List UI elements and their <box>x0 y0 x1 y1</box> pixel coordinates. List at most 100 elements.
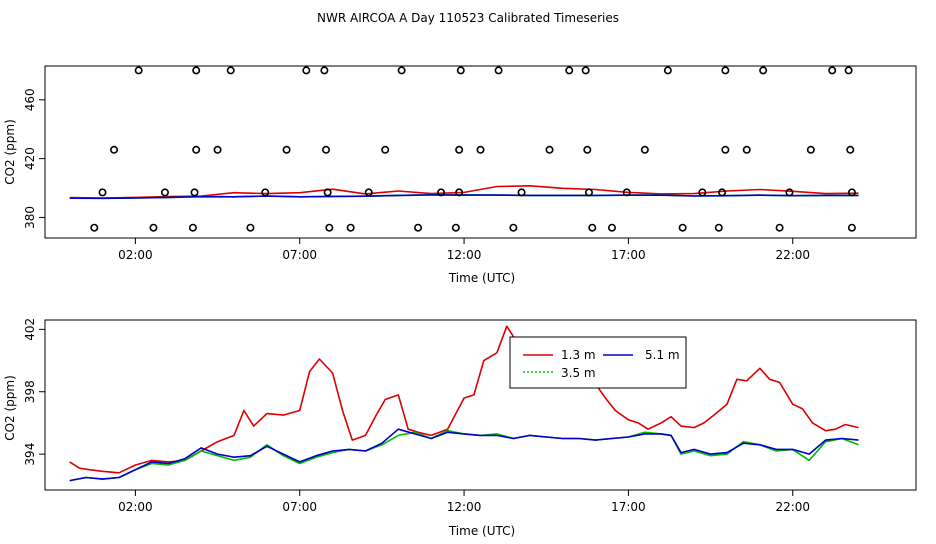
calibration-point <box>663 66 672 75</box>
calibration-point <box>640 145 649 154</box>
calibration-point <box>98 188 107 197</box>
y-axis: 380 420 460 <box>23 88 45 229</box>
calibration-point <box>742 145 751 154</box>
calibration-point <box>545 145 554 154</box>
calibration-point <box>828 66 837 75</box>
calibration-point <box>456 66 465 75</box>
calibration-point <box>320 66 329 75</box>
y-tick-label: 380 <box>23 206 37 229</box>
calibration-point <box>110 145 119 154</box>
calibration-point <box>584 188 593 197</box>
calibration-point <box>698 188 707 197</box>
calibration-point <box>134 66 143 75</box>
y-tick-label: 420 <box>23 147 37 170</box>
legend-label-1-3m: 1.3 m <box>561 348 596 362</box>
x-axis-label: Time (UTC) <box>448 271 515 285</box>
x-tick-label: 02:00 <box>118 248 153 262</box>
x-tick-label: 17:00 <box>611 500 646 514</box>
calibration-point <box>455 145 464 154</box>
calibration-point <box>226 66 235 75</box>
legend-label-5-1m: 5.1 m <box>645 348 680 362</box>
x-tick-label: 07:00 <box>282 500 317 514</box>
calibration-point <box>282 145 291 154</box>
y-tick-label: 398 <box>23 380 37 403</box>
calibration-point <box>806 145 815 154</box>
plot-frame <box>44 65 917 239</box>
calibration-point <box>678 223 687 232</box>
legend: 1.3 m 5.1 m 3.5 m <box>509 336 687 389</box>
calibration-point <box>509 223 518 232</box>
x-tick-label: 12:00 <box>447 248 482 262</box>
calibration-point <box>246 223 255 232</box>
chart-title: NWR AIRCOA A Day 110523 Calibrated Times… <box>317 11 619 25</box>
y-axis: 394 398 402 <box>23 318 45 466</box>
calibration-point <box>451 223 460 232</box>
x-tick-label: 02:00 <box>118 500 153 514</box>
panel-zoomed: 02:00 07:00 12:00 17:00 22:00 394 398 402 Time… <box>3 318 917 538</box>
calibration-point <box>847 188 856 197</box>
calibration-point <box>517 188 526 197</box>
calibration-point <box>364 188 373 197</box>
calibration-point <box>494 66 503 75</box>
calibration-point <box>714 223 723 232</box>
calibration-point <box>192 145 201 154</box>
calibration-point <box>323 188 332 197</box>
y-tick-label: 460 <box>23 88 37 111</box>
calibration-point <box>437 188 446 197</box>
legend-box <box>509 336 687 389</box>
x-tick-label: 07:00 <box>282 248 317 262</box>
x-tick-label: 22:00 <box>775 248 810 262</box>
calibration-point <box>302 66 311 75</box>
calibration-points <box>90 66 856 232</box>
calibration-point <box>346 223 355 232</box>
calibration-point <box>414 223 423 232</box>
calibration-point <box>565 66 574 75</box>
calibration-point <box>476 145 485 154</box>
calibration-point <box>192 66 201 75</box>
calibration-point <box>721 66 730 75</box>
x-axis-label: Time (UTC) <box>448 524 515 538</box>
series-line-1-3-m <box>69 325 859 474</box>
calibration-point <box>213 145 222 154</box>
calibration-point <box>325 223 334 232</box>
calibration-point <box>581 66 590 75</box>
calibration-point <box>322 145 331 154</box>
calibration-point <box>846 145 855 154</box>
calibration-point <box>759 66 768 75</box>
calibration-point <box>381 145 390 154</box>
calibration-point <box>775 223 784 232</box>
x-axis: 02:00 07:00 12:00 17:00 22:00 <box>118 238 810 262</box>
calibration-point <box>847 223 856 232</box>
legend-label-3-5m: 3.5 m <box>561 366 596 380</box>
x-tick-label: 12:00 <box>447 500 482 514</box>
calibration-point <box>588 223 597 232</box>
calibration-point <box>149 223 158 232</box>
x-tick-label: 22:00 <box>775 500 810 514</box>
calibration-point <box>188 223 197 232</box>
x-axis: 02:00 07:00 12:00 17:00 22:00 <box>118 490 810 514</box>
x-tick-label: 17:00 <box>611 248 646 262</box>
y-axis-label: CO2 (ppm) <box>3 375 17 441</box>
calibration-point <box>455 188 464 197</box>
calibration-point <box>261 188 270 197</box>
y-axis-label: CO2 (ppm) <box>3 119 17 185</box>
calibration-point <box>397 66 406 75</box>
calibration-point <box>607 223 616 232</box>
series-lines <box>69 325 859 482</box>
y-tick-label: 402 <box>23 318 37 341</box>
series-lines <box>69 185 859 200</box>
panel-calibrated-full: 02:00 07:00 12:00 17:00 22:00 380 420 460 Time… <box>3 65 917 285</box>
plot-frame <box>44 319 917 491</box>
series-line-5-1-m <box>69 194 859 200</box>
calibration-point <box>622 188 631 197</box>
calibration-point <box>721 145 730 154</box>
calibration-point <box>785 188 794 197</box>
calibration-point <box>844 66 853 75</box>
calibration-point <box>718 188 727 197</box>
calibration-point <box>583 145 592 154</box>
calibration-point <box>160 188 169 197</box>
calibration-point <box>190 188 199 197</box>
series-line-5-1-m <box>69 428 859 482</box>
